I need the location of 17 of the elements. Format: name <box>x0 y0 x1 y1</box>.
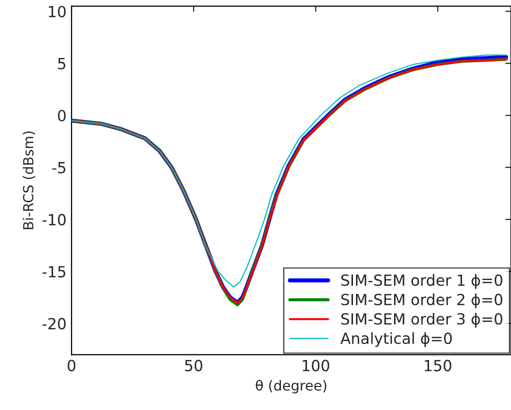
x-axis-title: θ (degree) <box>256 380 326 394</box>
y-tick-label: 0 <box>58 110 66 122</box>
legend-label: SIM-SEM order 1 ϕ=0 <box>341 274 502 289</box>
y-tick-label: -10 <box>42 214 66 226</box>
y-axis-title: Bi-RCS (dBsm) <box>22 131 36 230</box>
y-tick-label: 5 <box>58 58 66 70</box>
x-tick-label: 0 <box>68 360 76 372</box>
x-tick-label: 150 <box>424 360 452 372</box>
x-tick-label: 100 <box>302 360 330 372</box>
legend-label: Analytical ϕ=0 <box>340 332 452 348</box>
y-tick-label: -15 <box>42 266 66 278</box>
legend-label: SIM-SEM order 2 ϕ=0 <box>341 293 502 308</box>
legend-label: SIM-SEM order 3 ϕ=0 <box>341 312 502 328</box>
y-tick-label: -20 <box>42 318 66 330</box>
y-tick-label: 10 <box>48 6 66 18</box>
y-tick-label: -5 <box>52 162 66 174</box>
x-tick-label: 50 <box>185 360 202 372</box>
